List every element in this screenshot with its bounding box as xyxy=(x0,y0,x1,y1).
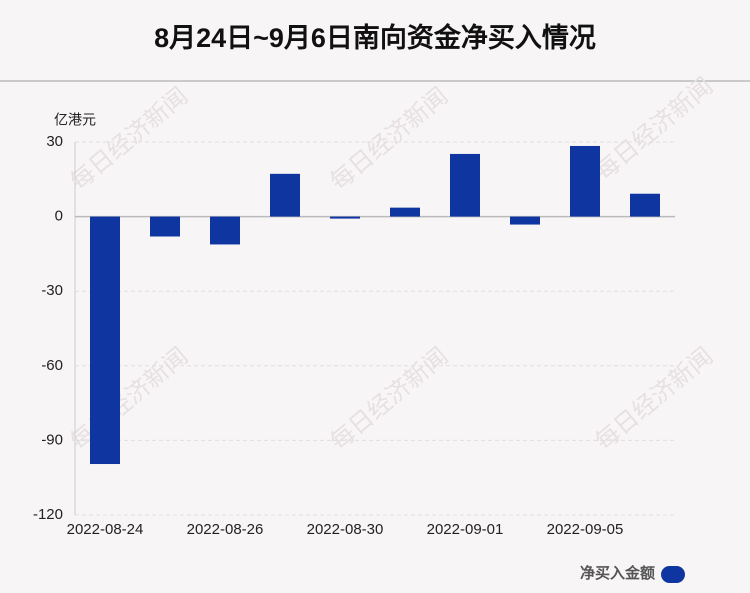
y-tick-label: -90 xyxy=(41,431,63,448)
bar xyxy=(270,173,300,217)
x-tick-label: 2022-08-30 xyxy=(307,521,384,538)
legend-label: 净买入金额 xyxy=(580,564,655,582)
y-tick-label: 0 xyxy=(55,208,63,225)
bar xyxy=(330,216,360,219)
bar xyxy=(450,153,480,217)
x-tick-label: 2022-08-26 xyxy=(187,521,264,538)
y-tick-label: -30 xyxy=(41,282,63,299)
bar xyxy=(510,216,540,225)
chart-title: 8月24日~9月6日南向资金净买入情况 xyxy=(154,22,596,53)
y-tick-label: -120 xyxy=(33,506,63,523)
x-tick-label: 2022-09-01 xyxy=(427,521,504,538)
bar xyxy=(150,216,180,237)
x-tick-label: 2022-09-05 xyxy=(547,521,624,538)
y-tick-label: -60 xyxy=(41,357,63,374)
bar xyxy=(630,193,660,217)
y-axis-label: 亿港元 xyxy=(54,112,96,128)
bar xyxy=(90,216,120,465)
bar xyxy=(570,145,600,217)
legend-swatch xyxy=(661,566,685,583)
x-tick-label: 2022-08-24 xyxy=(67,521,144,538)
bar xyxy=(390,207,420,217)
bar xyxy=(210,216,240,245)
y-tick-label: 30 xyxy=(46,133,63,150)
